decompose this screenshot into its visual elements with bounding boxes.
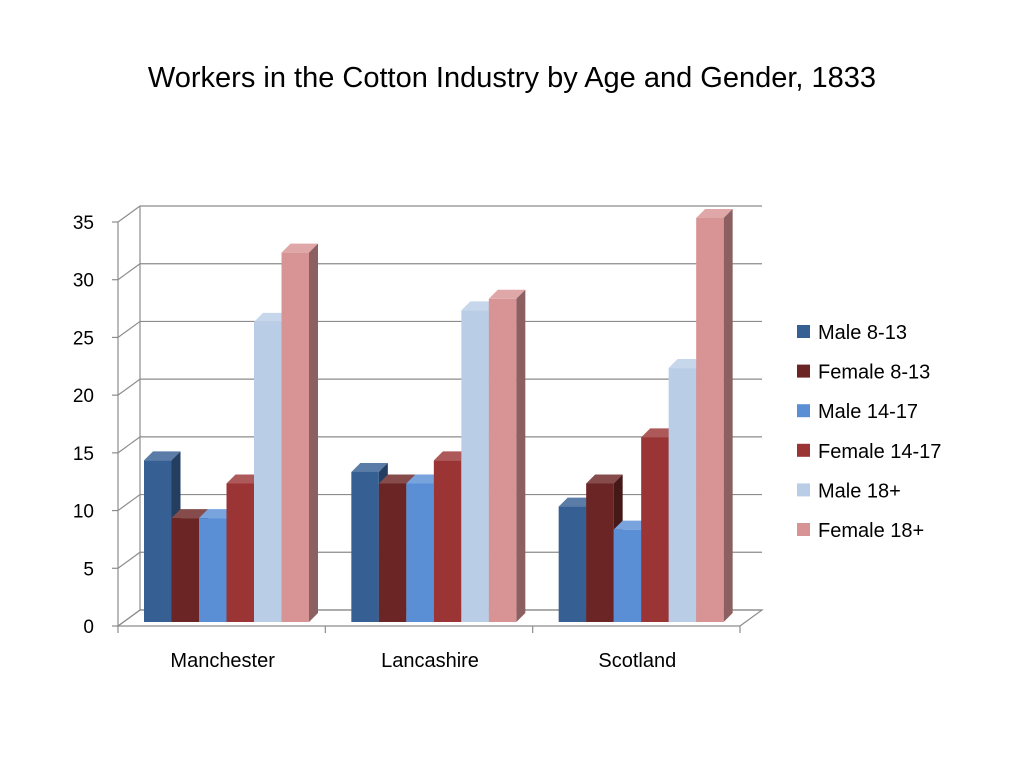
y-tick-label: 5 bbox=[83, 559, 94, 580]
gridline bbox=[117, 320, 762, 338]
bar bbox=[696, 209, 733, 622]
legend-swatch bbox=[797, 483, 810, 497]
axis-labels: 0 5 10 15 20 25 30 35 Manchester Lancashire Scotla… bbox=[73, 213, 676, 672]
legend-label: Male 14-17 bbox=[818, 401, 918, 423]
legend-swatch bbox=[797, 404, 810, 418]
legend-swatch bbox=[797, 325, 810, 338]
legend-item: Female 14-17 bbox=[797, 441, 941, 463]
legend: Male 8-13 Female 8-13 Male 14-17 Female 14-… bbox=[797, 322, 941, 542]
gridline bbox=[117, 205, 762, 223]
y-tick-label: 30 bbox=[73, 271, 94, 292]
legend-label: Female 14-17 bbox=[818, 441, 941, 463]
legend-label: Female 8-13 bbox=[818, 362, 930, 384]
legend-label: Female 18+ bbox=[818, 520, 924, 542]
legend-item: Female 18+ bbox=[797, 520, 924, 542]
x-tick-label: Manchester bbox=[170, 650, 275, 672]
legend-item: Male 18+ bbox=[797, 480, 901, 502]
bars bbox=[144, 209, 733, 622]
legend-swatch bbox=[797, 443, 810, 457]
x-tick-label: Scotland bbox=[598, 650, 676, 672]
legend-item: Female 8-13 bbox=[797, 362, 930, 384]
legend-swatch bbox=[797, 364, 810, 378]
legend-swatch bbox=[797, 523, 810, 536]
gridline bbox=[117, 263, 762, 281]
gridline bbox=[117, 378, 762, 396]
y-tick-label: 25 bbox=[73, 328, 94, 349]
legend-item: Male 8-13 bbox=[797, 322, 907, 344]
legend-label: Male 18+ bbox=[818, 480, 901, 502]
chart-title: Workers in the Cotton Industry by Age an… bbox=[147, 62, 877, 94]
legend-item: Male 14-17 bbox=[797, 401, 918, 423]
y-tick-label: 0 bbox=[83, 617, 94, 638]
y-tick-label: 35 bbox=[73, 213, 94, 234]
bar bbox=[281, 243, 318, 622]
y-tick-label: 15 bbox=[73, 444, 94, 465]
bar bbox=[488, 289, 526, 622]
axes bbox=[112, 221, 764, 633]
legend-label: Male 8-13 bbox=[818, 322, 907, 344]
y-tick-label: 20 bbox=[73, 386, 94, 407]
x-tick-label: Lancashire bbox=[381, 650, 479, 672]
y-tick-label: 10 bbox=[73, 502, 94, 523]
